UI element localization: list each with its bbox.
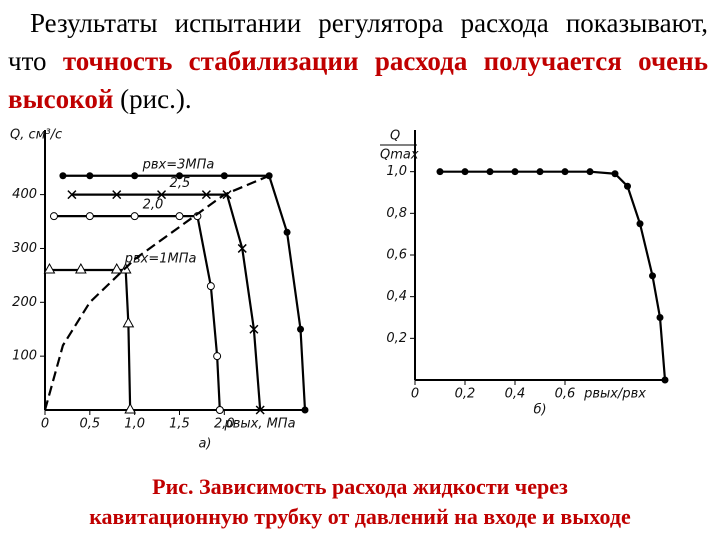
marker	[85, 212, 94, 221]
panel-label: а)	[198, 437, 211, 452]
x-axis-label: pвых/pвх	[583, 387, 646, 402]
panel-label: б)	[533, 403, 546, 418]
intro-text: Результаты испытании регулятора расхода …	[8, 4, 708, 118]
series-line	[43, 174, 270, 411]
marker	[67, 190, 77, 200]
x-tick-label: 1,0	[124, 417, 145, 432]
series-line	[62, 174, 307, 411]
series-line	[71, 193, 262, 411]
y-axis-label: Q, см³/с	[10, 128, 62, 143]
x-tick-label: 0,4	[505, 387, 526, 402]
marker	[297, 325, 305, 333]
marker	[157, 190, 167, 200]
y-tick-label: 1,0	[386, 164, 407, 179]
marker	[561, 168, 569, 176]
marker	[110, 262, 123, 274]
marker	[213, 352, 222, 361]
marker	[461, 168, 469, 176]
caption-line: Рис. Зависимость расхода жидкости через	[152, 474, 568, 499]
x-tick-label: 0	[411, 387, 419, 402]
series-line	[53, 215, 221, 411]
marker	[75, 262, 87, 274]
y-axis-label: Q	[390, 129, 400, 144]
caption: Рис. Зависимость расхода жидкости через к…	[0, 472, 720, 532]
series-label: 2,5	[170, 176, 191, 191]
marker	[611, 170, 619, 178]
y-tick-label: 400	[12, 187, 37, 202]
marker	[175, 212, 184, 221]
marker	[636, 220, 644, 228]
marker	[49, 212, 58, 221]
series-label: 2,0	[143, 198, 164, 213]
marker	[237, 243, 247, 253]
series-line	[49, 268, 132, 411]
y-tick-label: 0,4	[386, 289, 407, 304]
figure: 0 0,5 1,0 1,5 2,0 100 200 300 400 pвых, МПа Q, см³…	[10, 128, 669, 452]
y-tick-label: 0,6	[386, 248, 407, 263]
marker	[220, 172, 228, 180]
marker	[175, 172, 183, 180]
text: Результаты испытании регулятора расхода …	[8, 8, 708, 76]
x-tick-label: 0,6	[555, 387, 576, 402]
marker	[124, 402, 137, 414]
y-axis-label: Qmax	[380, 148, 419, 163]
text: (рис.).	[120, 84, 192, 114]
y-tick-label: 0,8	[386, 206, 407, 221]
marker	[215, 406, 224, 414]
x-axis-label: pвых, МПа	[223, 417, 295, 432]
marker	[436, 168, 444, 176]
y-tick-label: 100	[12, 349, 37, 364]
marker	[301, 406, 309, 414]
marker	[201, 190, 211, 200]
marker	[486, 168, 494, 176]
x-tick-label: 1,5	[169, 417, 190, 432]
marker	[536, 168, 544, 176]
marker	[122, 316, 135, 328]
x-tick-label: 0,5	[79, 417, 100, 432]
series-line	[440, 170, 667, 381]
marker	[206, 282, 215, 291]
marker	[649, 272, 656, 280]
marker	[131, 172, 139, 180]
x-tick-label: 0	[41, 417, 49, 432]
marker	[255, 405, 265, 415]
marker	[59, 172, 67, 180]
marker	[656, 314, 664, 321]
series-label: pвх=3МПа	[142, 157, 215, 172]
marker	[586, 168, 594, 176]
marker	[249, 324, 259, 334]
y-tick-label: 300	[12, 241, 37, 256]
marker	[661, 376, 669, 384]
marker	[624, 182, 631, 190]
x-tick-label: 2,0	[214, 417, 235, 432]
caption-line: кавитационную трубку от давлений на вход…	[89, 504, 631, 529]
marker	[43, 262, 56, 274]
marker	[130, 212, 139, 221]
y-tick-label: 0,2	[386, 331, 407, 346]
y-tick-label: 200	[12, 295, 37, 310]
x-tick-label: 0,2	[455, 387, 476, 402]
marker	[511, 168, 519, 176]
highlight: точность стабилизации расхода получается…	[8, 46, 709, 114]
marker	[112, 190, 122, 200]
marker	[86, 172, 94, 180]
marker	[283, 228, 291, 236]
